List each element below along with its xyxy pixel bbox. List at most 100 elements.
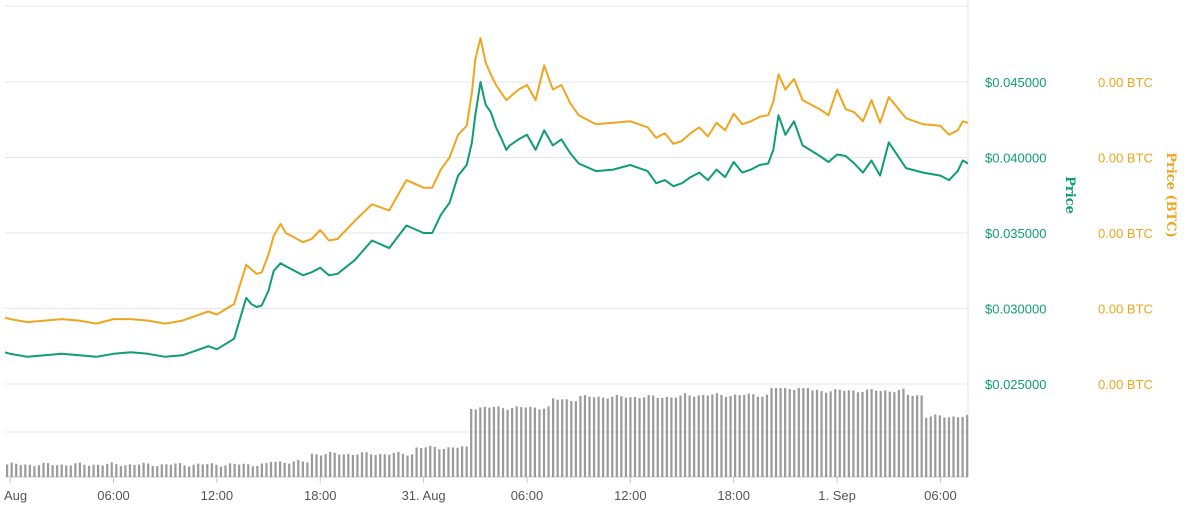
volume-bar (529, 406, 532, 477)
x-tick-label: Aug (4, 488, 27, 503)
volume-bar (197, 463, 200, 477)
volume-bar (888, 391, 891, 477)
volume-bar (774, 388, 778, 477)
volume-bar (269, 461, 273, 477)
volume-bar (46, 463, 50, 477)
volume-bar (533, 407, 536, 477)
volume-bar (506, 409, 509, 477)
volume-bar (410, 454, 414, 477)
volume-bar (297, 459, 300, 477)
volume-bar (838, 389, 841, 477)
volume-bar (60, 464, 63, 477)
volume-bar (169, 464, 172, 477)
volume-bar (24, 464, 27, 477)
volume-bar (565, 399, 568, 477)
volume-bar (37, 465, 41, 477)
x-tick-label: 1. Sep (818, 488, 856, 503)
y-right-tick-label: 0.00 BTC (1098, 226, 1153, 241)
y-axis-right-label: Price (BTC) (1163, 152, 1178, 238)
series-line-0 (4, 81, 969, 358)
volume-bar (178, 463, 182, 477)
volume-bar (279, 461, 282, 477)
volume-bar (219, 466, 223, 477)
volume-bar (929, 416, 932, 477)
volume-bar (10, 462, 13, 477)
volume-bar (274, 461, 277, 477)
volume-bar (920, 395, 923, 477)
volume-bar (870, 389, 873, 477)
volume-bar (752, 394, 755, 477)
volume-bar (916, 395, 919, 477)
volume-bar (28, 464, 31, 477)
volume-bar (461, 446, 464, 477)
volume-bar (552, 398, 555, 477)
volume-bar (947, 417, 951, 477)
volume-bar (647, 395, 650, 477)
volume-bar (233, 463, 236, 477)
volume-bar (784, 388, 787, 477)
volume-bar (693, 396, 696, 477)
volume-bar (779, 388, 782, 477)
volume-bar (147, 463, 150, 477)
volume-bar (538, 409, 541, 477)
volume-bar (479, 407, 482, 477)
volume-bar (251, 466, 254, 477)
volume-bar (911, 396, 914, 477)
volume-bar (856, 392, 860, 477)
y-right-tick-label: 0.00 BTC (1098, 302, 1153, 317)
volume-bar (265, 463, 268, 477)
volume-bar (420, 448, 423, 477)
volume-bar (574, 401, 577, 477)
volume-bar (160, 464, 163, 477)
y-left-tick-label: $0.025000 (985, 377, 1046, 392)
volume-bar (342, 454, 345, 477)
volume-bar (397, 451, 400, 477)
volume-bar (224, 465, 227, 477)
volume-bar (238, 464, 241, 477)
y-left-tick-label: $0.030000 (985, 302, 1046, 317)
volume-bar (729, 396, 732, 477)
volume-bar (456, 447, 459, 477)
volume-bar (670, 397, 673, 477)
volume-bar (511, 407, 514, 477)
volume-bar (210, 463, 213, 477)
volume-bar (688, 395, 691, 477)
volume-bar (925, 417, 928, 477)
volume-bar (474, 409, 477, 477)
volume-bar (624, 397, 627, 477)
volume-bar (119, 466, 122, 477)
volume-bar (638, 398, 641, 477)
volume-bar (33, 466, 36, 477)
volume-bar (825, 392, 828, 477)
y-axis-left-label: Price (1062, 176, 1077, 214)
volume-bar (806, 388, 809, 477)
volume-bar (875, 390, 878, 477)
volume-bar (579, 396, 582, 477)
volume-bar (115, 464, 118, 477)
volume-bar (843, 390, 846, 477)
volume-bar (56, 465, 59, 477)
volume-bar (206, 464, 209, 477)
volume-bar (570, 400, 573, 477)
volume-bar (65, 465, 68, 477)
volume-bar (78, 462, 81, 477)
volume-bar (374, 455, 377, 477)
volume-bar (74, 463, 77, 477)
volume-bar (711, 394, 714, 477)
volume-bar (151, 465, 154, 477)
volume-bar (183, 465, 186, 477)
volume-bar (329, 451, 332, 477)
volume-bar (424, 447, 427, 477)
volume-bar (228, 463, 232, 477)
volume-bar (847, 390, 850, 477)
volume-bar (165, 464, 168, 477)
volume-bar (324, 454, 327, 477)
volume-bar (442, 448, 445, 477)
volume-bar (829, 391, 832, 477)
volume-bar (793, 390, 796, 477)
volume-bar (893, 392, 896, 477)
volume-bar (588, 396, 591, 477)
volume-bar (379, 453, 382, 477)
volume-bar (42, 462, 45, 477)
